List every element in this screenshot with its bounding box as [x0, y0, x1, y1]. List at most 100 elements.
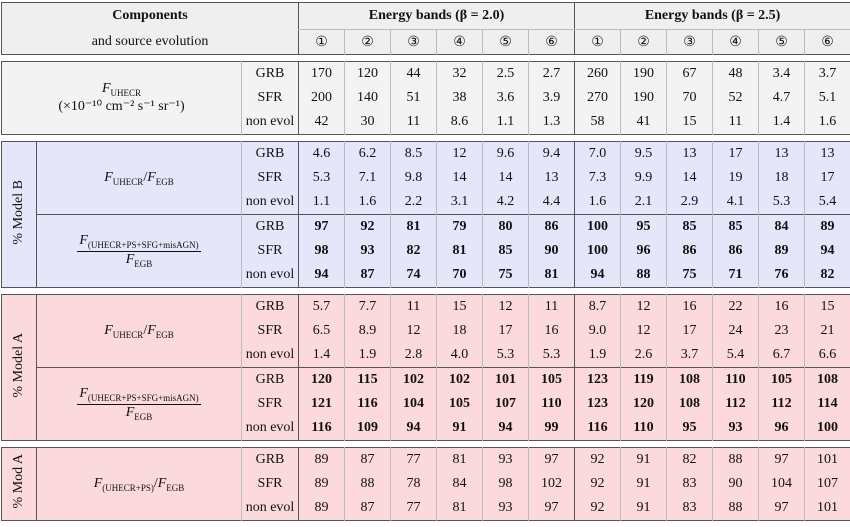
value: 51	[391, 86, 437, 110]
value: 84	[437, 472, 483, 496]
subscript: (UHECR+PS+SFG+misAGN)	[88, 240, 199, 250]
value: 92	[575, 448, 621, 473]
value: 6.2	[345, 142, 391, 167]
value: 3.1	[437, 190, 483, 215]
value: 102	[391, 368, 437, 393]
value: 52	[713, 86, 759, 110]
value: 97	[299, 215, 345, 240]
subscript: UHECR	[111, 88, 142, 98]
value: 93	[483, 448, 529, 473]
value: 94	[391, 416, 437, 441]
denominator: FEGB	[77, 405, 200, 422]
symbol: F	[126, 405, 135, 420]
components-subheader: and source evolution	[2, 30, 299, 55]
value: 4.0	[437, 343, 483, 368]
value: 1.6	[345, 190, 391, 215]
value: 81	[391, 215, 437, 240]
value: 116	[345, 392, 391, 416]
value: 9.9	[621, 166, 667, 190]
value: 8.9	[345, 319, 391, 343]
value: 78	[391, 472, 437, 496]
value: 90	[713, 472, 759, 496]
value: 7.7	[345, 295, 391, 320]
value: 85	[483, 239, 529, 263]
value: 42	[299, 110, 345, 135]
fraction: F(UHECR+PS+SFG+misAGN)FEGB	[77, 386, 200, 422]
value: 94	[575, 263, 621, 288]
value: 88	[621, 263, 667, 288]
value: 14	[437, 166, 483, 190]
source: SFR	[242, 239, 299, 263]
value: 110	[529, 392, 575, 416]
value: 114	[805, 392, 850, 416]
source: GRB	[242, 368, 299, 393]
value: 2.9	[667, 190, 713, 215]
subscript: EGB	[134, 412, 152, 422]
value: 15	[667, 110, 713, 135]
value: 81	[437, 448, 483, 473]
source: GRB	[242, 142, 299, 167]
value: 1.3	[529, 110, 575, 135]
value: 5.3	[759, 190, 805, 215]
band-label: ⑥	[529, 30, 575, 55]
value: 1.4	[759, 110, 805, 135]
numerator: F(UHECR+PS+SFG+misAGN)	[77, 233, 200, 252]
value: 140	[345, 86, 391, 110]
side-label-cell: % Mod A	[2, 448, 37, 521]
subscript: (UHECR+PS)	[102, 482, 154, 492]
value: 6.6	[805, 343, 850, 368]
source: non evol	[242, 110, 299, 135]
value: 7.3	[575, 166, 621, 190]
subscript: UHECR	[113, 329, 144, 339]
value: 5.4	[805, 190, 850, 215]
value: 9.5	[621, 142, 667, 167]
symbol: F	[79, 386, 88, 401]
value: 18	[437, 319, 483, 343]
value: 13	[529, 166, 575, 190]
value: 89	[299, 448, 345, 473]
value: 116	[299, 416, 345, 441]
value: 82	[391, 239, 437, 263]
source: SFR	[242, 166, 299, 190]
side-label-cell: % Model A	[2, 295, 37, 441]
value: 260	[575, 62, 621, 87]
value: 7.1	[345, 166, 391, 190]
value: 18	[759, 166, 805, 190]
value: 81	[437, 239, 483, 263]
denominator: FEGB	[77, 252, 200, 269]
band-label: ①	[575, 30, 621, 55]
value: 200	[299, 86, 345, 110]
value: 88	[345, 472, 391, 496]
value: 100	[575, 239, 621, 263]
band-label: ①	[299, 30, 345, 55]
value: 16	[667, 295, 713, 320]
band-label: ②	[345, 30, 391, 55]
value: 23	[759, 319, 805, 343]
side-label: % Mod A	[11, 454, 27, 508]
value: 190	[621, 86, 667, 110]
symbol: F	[94, 476, 103, 491]
band-title: Energy bands (β = 2.0)	[299, 3, 575, 30]
ratio: FUHECR/FEGB	[104, 170, 174, 185]
value: 30	[345, 110, 391, 135]
numerator: F(UHECR+PS+SFG+misAGN)	[77, 386, 200, 405]
subscript: EGB	[156, 329, 174, 339]
value: 94	[483, 416, 529, 441]
subscript: EGB	[166, 482, 184, 492]
value: 16	[529, 319, 575, 343]
value: 99	[529, 416, 575, 441]
value: 12	[621, 319, 667, 343]
value: 24	[713, 319, 759, 343]
unit: (×10⁻¹⁰ cm⁻² s⁻¹ sr⁻¹)	[2, 98, 241, 115]
value: 105	[529, 368, 575, 393]
value: 2.7	[529, 62, 575, 87]
value: 121	[299, 392, 345, 416]
value: 97	[759, 448, 805, 473]
value: 3.7	[805, 62, 850, 87]
value: 13	[805, 142, 850, 167]
subscript: (UHECR+PS+SFG+misAGN)	[88, 393, 199, 403]
